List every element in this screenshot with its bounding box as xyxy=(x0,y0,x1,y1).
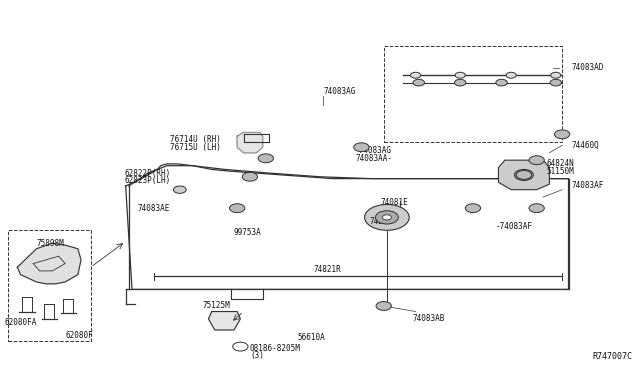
Text: 74083AE: 74083AE xyxy=(138,203,170,213)
Circle shape xyxy=(455,72,465,78)
Polygon shape xyxy=(17,243,81,284)
Text: 74083AF: 74083AF xyxy=(572,182,604,190)
Circle shape xyxy=(554,130,570,139)
Text: 62823P(LH): 62823P(LH) xyxy=(124,176,170,185)
Text: 99753A: 99753A xyxy=(234,228,262,237)
Text: 62080F: 62080F xyxy=(65,331,93,340)
Circle shape xyxy=(243,172,257,181)
Text: 62080FA: 62080FA xyxy=(4,318,37,327)
Circle shape xyxy=(410,72,420,78)
Circle shape xyxy=(173,186,186,193)
Text: 74083AA-: 74083AA- xyxy=(355,154,392,163)
Circle shape xyxy=(258,154,273,163)
Text: 74083AG: 74083AG xyxy=(323,87,356,96)
Circle shape xyxy=(365,205,409,230)
Circle shape xyxy=(529,204,544,212)
Circle shape xyxy=(515,169,534,180)
Bar xyxy=(384,46,562,142)
Text: 56610A: 56610A xyxy=(298,333,326,342)
Text: 75125M: 75125M xyxy=(202,301,230,311)
Text: 64824N: 64824N xyxy=(546,159,574,169)
Circle shape xyxy=(413,79,424,86)
Circle shape xyxy=(465,204,481,212)
Text: 74460Q: 74460Q xyxy=(572,141,600,150)
Circle shape xyxy=(529,156,544,164)
Text: 62822P(RH): 62822P(RH) xyxy=(124,169,170,177)
Circle shape xyxy=(376,302,392,310)
Text: 51150M: 51150M xyxy=(546,167,574,176)
Text: 75898M: 75898M xyxy=(36,239,64,248)
Text: R747007C: R747007C xyxy=(592,352,632,361)
Text: 74083AB: 74083AB xyxy=(412,314,445,323)
Circle shape xyxy=(516,170,532,179)
Text: (3): (3) xyxy=(250,351,264,360)
Text: 74821R: 74821R xyxy=(314,264,341,273)
Text: -74083AF: -74083AF xyxy=(495,222,532,231)
Text: 76715U (LH): 76715U (LH) xyxy=(170,143,221,152)
Text: 08186-8205M: 08186-8205M xyxy=(250,344,301,353)
Polygon shape xyxy=(209,311,241,330)
Text: B: B xyxy=(237,344,243,350)
Text: 76714U (RH): 76714U (RH) xyxy=(170,135,221,144)
Circle shape xyxy=(230,204,245,212)
Circle shape xyxy=(550,79,561,86)
Text: -74083AG: -74083AG xyxy=(355,147,392,155)
Circle shape xyxy=(496,79,508,86)
Circle shape xyxy=(550,72,561,78)
Text: 74081E: 74081E xyxy=(381,198,408,207)
Polygon shape xyxy=(499,160,549,190)
Circle shape xyxy=(506,72,516,78)
Text: 74560: 74560 xyxy=(370,217,393,225)
Circle shape xyxy=(354,143,369,152)
Text: 74083AD: 74083AD xyxy=(572,63,604,72)
Circle shape xyxy=(383,215,392,220)
Polygon shape xyxy=(237,132,262,153)
Circle shape xyxy=(233,342,248,351)
Circle shape xyxy=(376,211,398,224)
Circle shape xyxy=(454,79,466,86)
